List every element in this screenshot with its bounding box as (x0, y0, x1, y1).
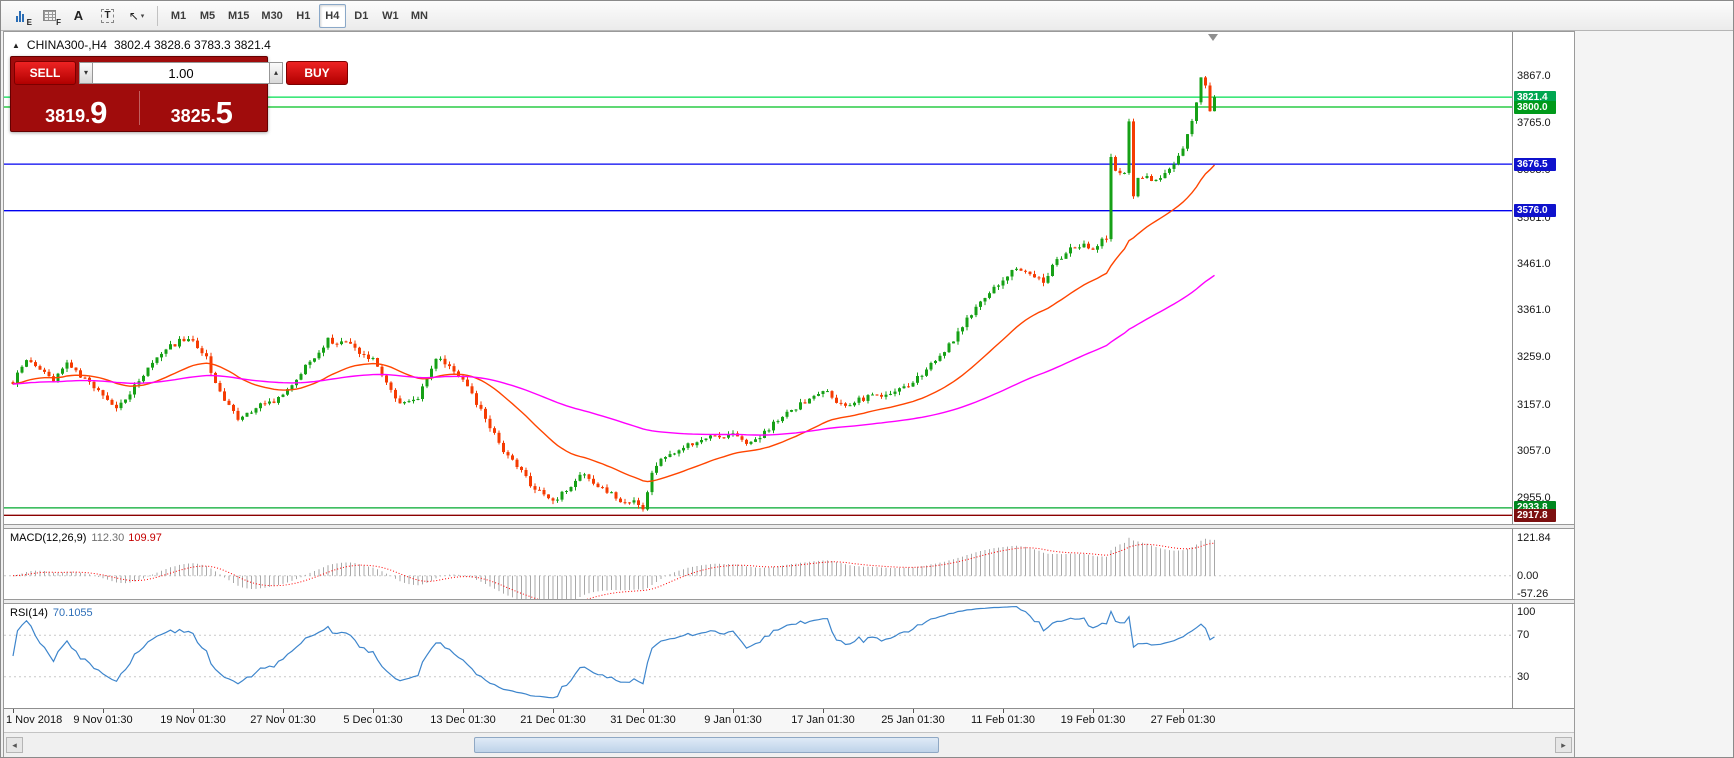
macd-panel[interactable] (4, 529, 1512, 599)
timeframe-w1-button[interactable]: W1 (377, 4, 404, 28)
candlestick-chart[interactable] (4, 32, 1512, 524)
macd-label: MACD(12,26,9) 112.30 109.97 (10, 532, 162, 544)
timeframe-d1-button[interactable]: D1 (348, 4, 375, 28)
buy-price: 3825. 5 (170, 94, 233, 130)
time-axis-label: 9 Nov 01:30 (73, 714, 133, 726)
timeframe-h4-button[interactable]: H4 (318, 3, 346, 28)
time-axis-label: 9 Jan 01:30 (704, 714, 762, 726)
scroll-left-arrow[interactable]: ◂ (6, 737, 23, 753)
volume-input[interactable] (93, 62, 269, 84)
timeframe-m1-button[interactable]: M1 (165, 4, 192, 28)
time-axis-label: 5 Dec 01:30 (343, 714, 403, 726)
macd-axis-label: -57.26 (1517, 587, 1549, 600)
toolbar-icon-group: E F A T ↖ ▾ (7, 4, 150, 28)
macd-axis-label: 0.00 (1517, 569, 1539, 582)
panel-separator[interactable] (4, 524, 1574, 529)
volume-decrease-button[interactable]: ▾ (79, 62, 93, 84)
level-line-2917-badge: 2917.8 (1514, 508, 1556, 522)
one-click-trading-panel: SELL ▾ ▴ BUY 3819.9 3825.5 (10, 56, 348, 132)
volume-stepper: ▾ ▴ (79, 62, 283, 84)
rsi-axis-label: 100 (1517, 606, 1536, 618)
timeframe-mn-button[interactable]: MN (406, 4, 433, 28)
text-label-tool-icon[interactable]: T (94, 4, 121, 28)
macd-axis-label: 121.84 (1517, 531, 1551, 544)
rsi-panel[interactable] (4, 604, 1512, 708)
symbol-timeframe-label: CHINA300-,H4 (26, 38, 107, 52)
timeframe-group: M1 M5 M15 M30 H1 H4 D1 W1 MN (165, 3, 433, 28)
ohlc-values: 3802.4 3828.6 3783.3 3821.4 (113, 38, 271, 52)
price-scale-label: 3361.0 (1517, 304, 1551, 317)
price-scale-label: 3057.0 (1517, 444, 1551, 457)
time-axis-label: 19 Nov 01:30 (160, 714, 226, 726)
line-studies-icon[interactable]: ↖ ▾ (123, 4, 150, 28)
volume-increase-button[interactable]: ▴ (269, 62, 283, 84)
macd-signal-line (12, 542, 1215, 599)
time-axis-label: 19 Feb 01:30 (1060, 714, 1126, 726)
chart-window: ▲ CHINA300-,H4 3802.4 3828.6 3783.3 3821… (3, 31, 1575, 757)
workspace-empty-area (1575, 31, 1733, 757)
scroll-right-arrow[interactable]: ▸ (1555, 737, 1572, 753)
support-line-3676-badge: 3676.5 (1514, 157, 1556, 171)
fast-ma-line (12, 164, 1216, 483)
rsi-line (12, 605, 1215, 699)
timeframe-m5-button[interactable]: M5 (194, 4, 221, 28)
timeframe-m30-button[interactable]: M30 (256, 4, 287, 28)
buy-button[interactable]: BUY (286, 61, 348, 85)
time-axis-label: 21 Dec 01:30 (520, 714, 586, 726)
one-click-collapse-icon[interactable]: ▲ (12, 40, 20, 50)
time-axis-label: 27 Nov 01:30 (250, 714, 316, 726)
slow-ma-line (12, 274, 1215, 436)
toolbar: E F A T ↖ ▾ M1 M5 M15 M30 H1 H4 D1 W1 MN (1, 1, 1733, 31)
timeframe-h1-button[interactable]: H1 (290, 4, 317, 28)
timeframe-m15-button[interactable]: M15 (223, 4, 254, 28)
time-axis-label: 27 Feb 01:30 (1150, 714, 1216, 726)
sell-button[interactable]: SELL (14, 61, 76, 85)
rsi-axis-label: 70 (1517, 629, 1530, 642)
panel-separator[interactable] (4, 599, 1574, 604)
time-axis-label: 13 Dec 01:30 (430, 714, 496, 726)
toolbar-separator (157, 5, 158, 26)
rsi-axis-label: 30 (1517, 670, 1530, 683)
time-axis-label: 31 Dec 01:30 (610, 714, 676, 726)
time-axis-label: 17 Jan 01:30 (791, 714, 855, 726)
time-axis-label: 1 Nov 2018 (6, 714, 63, 726)
bid-price-line-badge: 3821.4 (1514, 90, 1556, 104)
time-axis-label: 11 Feb 01:30 (970, 714, 1036, 726)
chart-title-bar: ▲ CHINA300-,H4 3802.4 3828.6 3783.3 3821… (12, 38, 271, 52)
price-scale: 3867.03765.03663.03561.03461.03361.03259… (1512, 32, 1574, 708)
price-divider (138, 91, 140, 125)
price-scale-label: 2955.0 (1517, 492, 1551, 505)
profiles-icon[interactable]: F (36, 4, 63, 28)
horizontal-scrollbar[interactable]: ◂ ▸ (4, 732, 1574, 757)
price-scale-label: 3765.0 (1517, 117, 1551, 130)
price-scale-label: 3461.0 (1517, 257, 1551, 270)
chart-shift-marker-icon[interactable] (1208, 34, 1218, 41)
time-axis: 1 Nov 2018 9 Nov 01:30 19 Nov 01:30 27 Nov … (4, 708, 1574, 732)
sell-price: 3819. 9 (45, 94, 108, 130)
expert-advisors-icon[interactable]: E (7, 4, 34, 28)
scrollbar-thumb[interactable] (474, 737, 939, 753)
resistance-line-3800-badge: 3800.0 (1514, 100, 1556, 114)
price-scale-label: 3259.0 (1517, 351, 1551, 364)
price-scale-label: 3157.0 (1517, 398, 1551, 411)
price-scale-label: 3867.0 (1517, 70, 1551, 82)
cursor-tool-icon[interactable]: A (65, 4, 92, 28)
rsi-label: RSI(14) 70.1055 (10, 607, 93, 619)
time-axis-label: 25 Jan 01:30 (881, 714, 945, 726)
support-line-3576-badge: 3576.0 (1514, 204, 1556, 218)
